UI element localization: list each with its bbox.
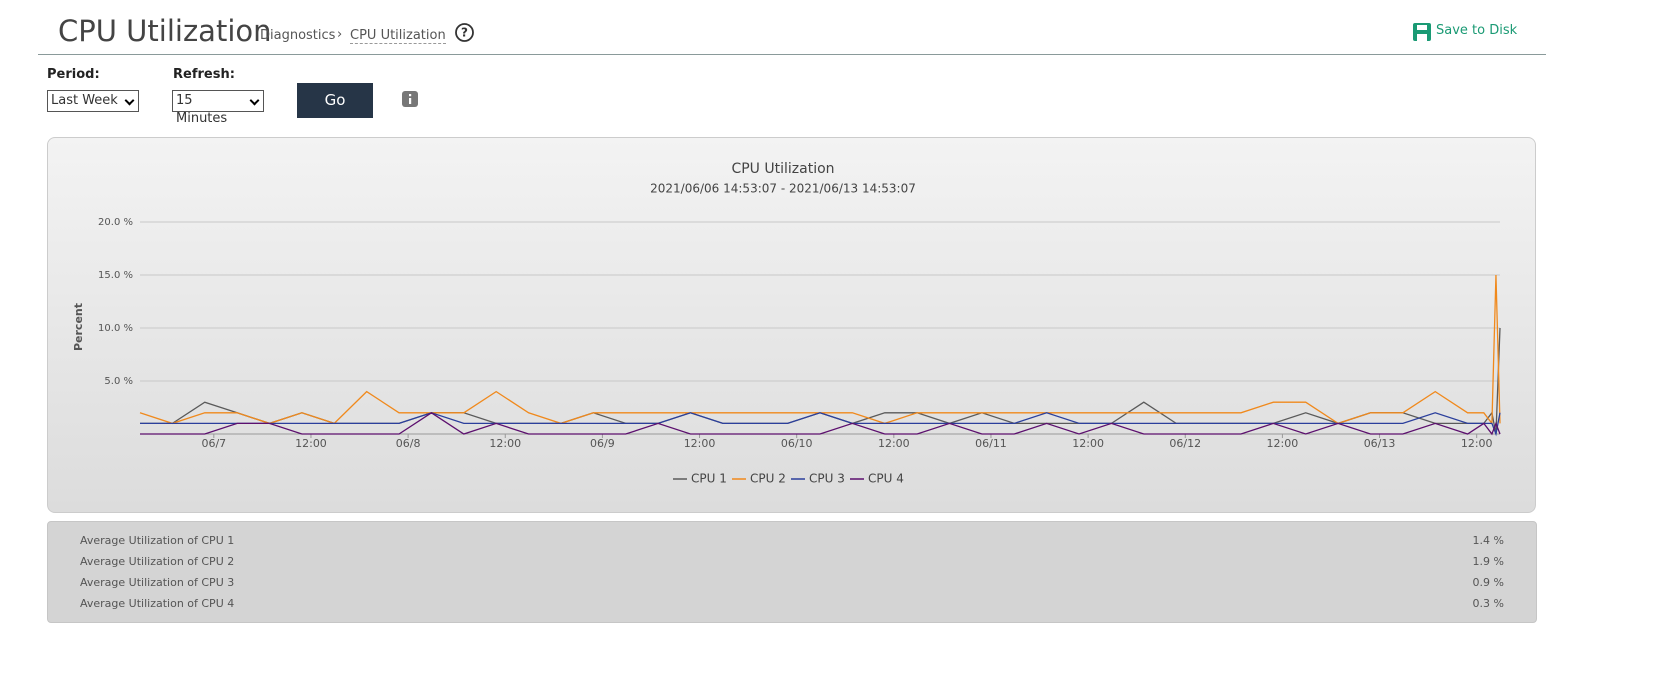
header-rule bbox=[38, 54, 1546, 55]
refresh-label: Refresh: bbox=[173, 67, 235, 82]
x-tick-label: 06/7 bbox=[201, 437, 226, 450]
x-tick-label: 06/9 bbox=[590, 437, 615, 450]
y-axis-label: Percent bbox=[72, 303, 85, 351]
summary-label: Average Utilization of CPU 2 bbox=[80, 555, 235, 568]
chart: CPU Utilization 2021/06/06 14:53:07 - 20… bbox=[72, 161, 1501, 486]
chart-panel bbox=[47, 137, 1536, 513]
x-tick-label: 12:00 bbox=[684, 437, 716, 450]
x-tick-label: 06/11 bbox=[975, 437, 1007, 450]
page-title: CPU Utilization bbox=[58, 14, 272, 48]
refresh-select[interactable]: 15 Minutes bbox=[172, 90, 264, 126]
summary-label: Average Utilization of CPU 3 bbox=[80, 576, 235, 589]
x-tick-label: 12:00 bbox=[878, 437, 910, 450]
y-tick-label: 10.0 % bbox=[98, 323, 133, 334]
chart-title: CPU Utilization bbox=[731, 161, 834, 177]
series-line bbox=[139, 274, 1501, 426]
series-line bbox=[140, 412, 1501, 437]
legend-label: CPU 1 bbox=[691, 472, 727, 486]
x-tick-label: 12:00 bbox=[1072, 437, 1104, 450]
x-tick-label: 06/10 bbox=[781, 437, 813, 450]
summary-panel bbox=[47, 521, 1537, 623]
x-tick-label: 12:00 bbox=[1461, 437, 1493, 450]
y-tick-label: 15.0 % bbox=[98, 270, 133, 281]
help-icon[interactable]: ? bbox=[454, 22, 475, 43]
legend-label: CPU 4 bbox=[868, 472, 904, 486]
summary-value: 0.9 % bbox=[1472, 576, 1504, 589]
summary-label: Average Utilization of CPU 1 bbox=[80, 534, 235, 547]
y-tick-label: 20.0 % bbox=[98, 217, 133, 228]
legend-label: CPU 2 bbox=[750, 472, 786, 486]
summary-value: 0.3 % bbox=[1472, 597, 1504, 610]
x-tick-label: 06/13 bbox=[1364, 437, 1396, 450]
x-tick-label: 12:00 bbox=[295, 437, 327, 450]
y-tick-label: 5.0 % bbox=[104, 376, 133, 387]
chart-subtitle: 2021/06/06 14:53:07 - 2021/06/13 14:53:0… bbox=[650, 182, 916, 196]
save-icon[interactable] bbox=[1412, 22, 1432, 42]
x-tick-label: 06/12 bbox=[1169, 437, 1201, 450]
period-select[interactable]: Last Week bbox=[47, 90, 139, 112]
save-to-disk[interactable]: Save to Disk bbox=[1436, 23, 1518, 38]
breadcrumb-link[interactable]: Diagnostics bbox=[260, 28, 336, 43]
svg-text:?: ? bbox=[461, 26, 468, 40]
summary-value: 1.9 % bbox=[1472, 555, 1504, 568]
go-button[interactable]: Go bbox=[297, 83, 373, 118]
breadcrumb-current: CPU Utilization bbox=[350, 28, 446, 44]
breadcrumb-separator: › bbox=[337, 27, 343, 42]
x-tick-label: 12:00 bbox=[1267, 437, 1299, 450]
x-tick-label: 12:00 bbox=[489, 437, 521, 450]
summary-value: 1.4 % bbox=[1472, 534, 1504, 547]
info-icon[interactable] bbox=[402, 91, 418, 107]
x-tick-label: 06/8 bbox=[396, 437, 421, 450]
summary-label: Average Utilization of CPU 4 bbox=[80, 597, 235, 610]
legend-label: CPU 3 bbox=[809, 472, 845, 486]
period-label: Period: bbox=[47, 67, 100, 82]
series-line bbox=[140, 412, 1501, 436]
